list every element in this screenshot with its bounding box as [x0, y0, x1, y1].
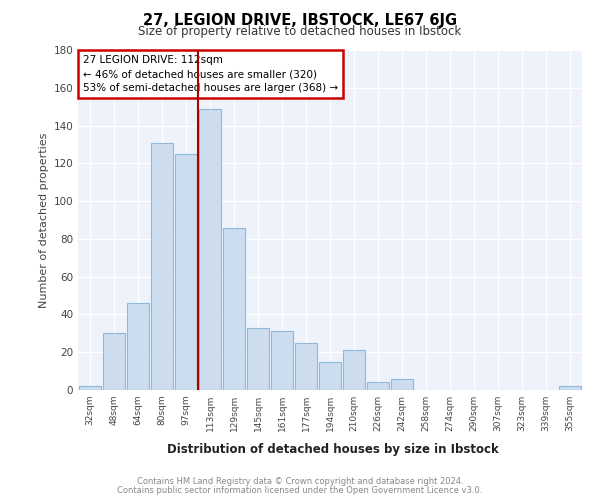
Bar — [367, 382, 389, 390]
Bar — [319, 362, 341, 390]
Bar — [103, 334, 125, 390]
Bar — [247, 328, 269, 390]
Text: Distribution of detached houses by size in Ibstock: Distribution of detached houses by size … — [167, 442, 499, 456]
Text: Contains HM Land Registry data © Crown copyright and database right 2024.: Contains HM Land Registry data © Crown c… — [137, 477, 463, 486]
Bar — [295, 343, 317, 390]
Text: 27, LEGION DRIVE, IBSTOCK, LE67 6JG: 27, LEGION DRIVE, IBSTOCK, LE67 6JG — [143, 12, 457, 28]
Text: Contains public sector information licensed under the Open Government Licence v3: Contains public sector information licen… — [118, 486, 482, 495]
Bar — [391, 378, 413, 390]
Text: 27 LEGION DRIVE: 112sqm
← 46% of detached houses are smaller (320)
53% of semi-d: 27 LEGION DRIVE: 112sqm ← 46% of detache… — [83, 55, 338, 93]
Y-axis label: Number of detached properties: Number of detached properties — [39, 132, 49, 308]
Bar — [343, 350, 365, 390]
Bar — [199, 108, 221, 390]
Bar — [271, 332, 293, 390]
Bar — [151, 142, 173, 390]
Text: Size of property relative to detached houses in Ibstock: Size of property relative to detached ho… — [139, 25, 461, 38]
Bar — [223, 228, 245, 390]
Bar — [559, 386, 581, 390]
Bar — [175, 154, 197, 390]
Bar — [79, 386, 101, 390]
Bar — [127, 303, 149, 390]
